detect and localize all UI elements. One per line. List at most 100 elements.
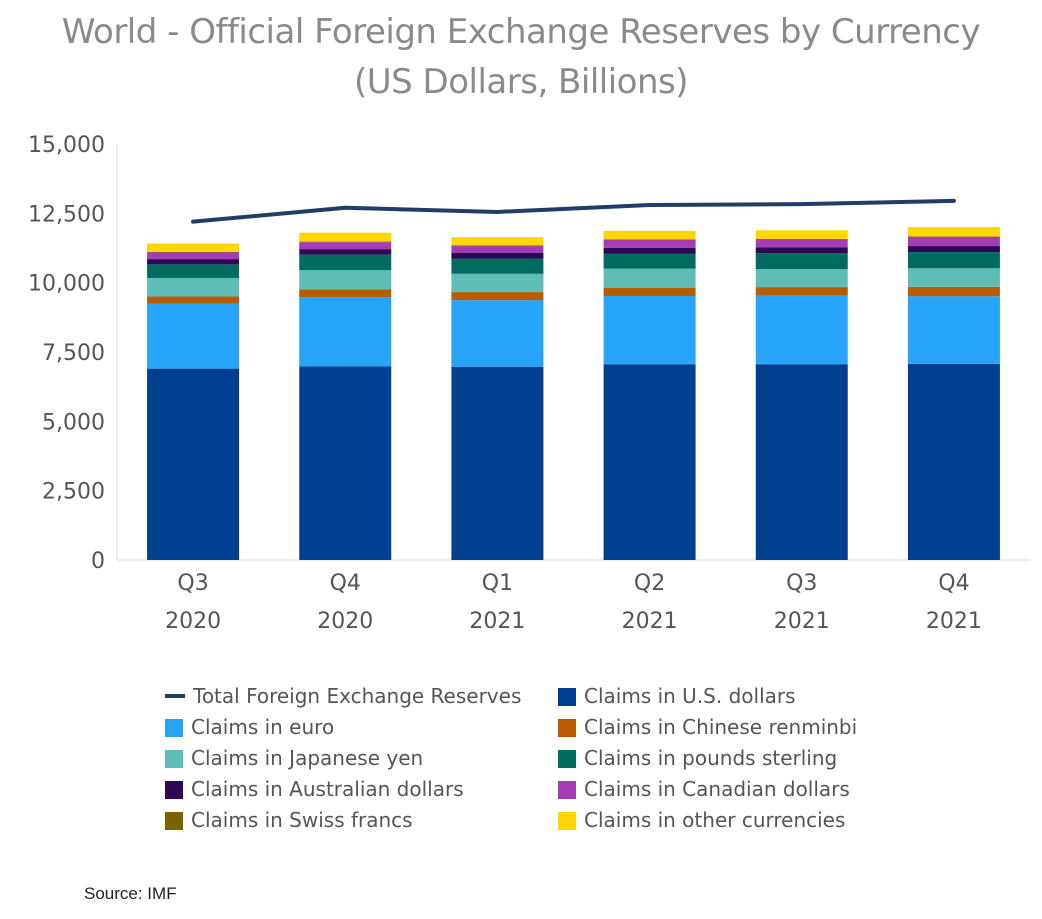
bar-segment-claims-in-pounds-sterling — [907, 252, 1000, 269]
x-tick-label: 2020 — [317, 609, 373, 634]
bar-segment-claims-in-pounds-sterling — [755, 253, 848, 270]
bar-segment-claims-in-euro — [907, 296, 1000, 364]
legend-label: Claims in Japanese yen — [191, 746, 424, 770]
bar-segment-claims-in-euro — [755, 295, 848, 365]
legend-label: Claims in Swiss francs — [191, 808, 413, 832]
bar-segment-claims-in-chinese-renminbi — [451, 292, 544, 301]
legend-swatch — [165, 781, 183, 799]
bar-segment-claims-in-swiss-francs — [451, 245, 544, 247]
legend-swatch — [165, 719, 183, 737]
bar-segment-claims-in-australian-dollars — [147, 259, 240, 265]
bar-segment-claims-in-euro — [299, 297, 392, 367]
bar-segment-claims-in-u-s-dollars — [299, 366, 392, 560]
bar-segment-claims-in-japanese-yen — [147, 277, 240, 297]
x-tick-label: 2021 — [774, 609, 830, 634]
bar-segment-claims-in-u-s-dollars — [147, 368, 240, 560]
y-tick-label: 12,500 — [28, 202, 105, 227]
total-reserves-line — [191, 198, 956, 224]
x-tick-label: 2021 — [926, 609, 982, 634]
legend-label: Claims in Australian dollars — [191, 777, 464, 801]
legend-label: Claims in Canadian dollars — [584, 777, 850, 801]
legend-label: Claims in pounds sterling — [584, 746, 838, 770]
legend-label: Claims in U.S. dollars — [584, 684, 796, 708]
y-tick-label: 2,500 — [42, 480, 105, 505]
bar-segment-claims-in-japanese-yen — [755, 269, 848, 288]
bar-segment-claims-in-chinese-renminbi — [603, 287, 696, 296]
bar-segment-claims-in-pounds-sterling — [451, 258, 544, 274]
bar-segment-claims-in-swiss-francs — [755, 238, 848, 240]
x-tick-label: 2021 — [469, 609, 525, 634]
bar-segment-claims-in-pounds-sterling — [603, 253, 696, 269]
bar-segment-claims-in-canadian-dollars — [603, 239, 696, 248]
x-tick-label: Q3 — [177, 571, 208, 596]
legend-item: Total Foreign Exchange Reserves — [165, 684, 521, 708]
y-tick-label: 15,000 — [28, 133, 105, 158]
legend-line-swatch — [165, 694, 185, 698]
chart-subtitle: (US Dollars, Billions) — [354, 62, 689, 102]
y-tick-label: 0 — [91, 549, 105, 574]
x-tick-label: 2020 — [165, 609, 221, 634]
x-tick-label: 2021 — [622, 609, 678, 634]
bar-segment-claims-in-pounds-sterling — [299, 254, 392, 271]
bar-segment-claims-in-other-currencies — [907, 227, 1000, 237]
legend-item: Claims in euro — [165, 715, 334, 739]
bar-segment-claims-in-other-currencies — [299, 232, 392, 242]
bar-segment-claims-in-chinese-renminbi — [907, 286, 1000, 297]
legend-item: Claims in Chinese renminbi — [558, 715, 857, 739]
bar-segment-claims-in-japanese-yen — [603, 268, 696, 288]
bar-segment-claims-in-euro — [451, 300, 544, 367]
bar-segment-claims-in-japanese-yen — [451, 273, 544, 293]
x-tick-label: Q3 — [786, 571, 817, 596]
legend-swatch — [558, 750, 576, 768]
bar-segment-claims-in-australian-dollars — [451, 252, 544, 259]
bar-segment-claims-in-chinese-renminbi — [147, 296, 240, 304]
bar-segment-claims-in-australian-dollars — [755, 247, 848, 254]
legend-item: Claims in Australian dollars — [165, 777, 464, 801]
bar-segment-claims-in-chinese-renminbi — [299, 289, 392, 298]
legend-swatch — [558, 781, 576, 799]
x-tick-label: Q1 — [482, 571, 513, 596]
bar-segment-claims-in-euro — [147, 303, 240, 369]
bar-segment-claims-in-australian-dollars — [299, 249, 392, 255]
legend-swatch — [165, 812, 183, 830]
bar-segment-claims-in-canadian-dollars — [147, 252, 240, 260]
legend-item: Claims in Japanese yen — [165, 746, 423, 770]
bar-segment-claims-in-swiss-francs — [147, 251, 240, 253]
legend-label: Claims in other currencies — [584, 808, 846, 832]
bar-segment-claims-in-canadian-dollars — [755, 239, 848, 248]
y-tick-label: 7,500 — [42, 341, 105, 366]
bar-segment-claims-in-u-s-dollars — [603, 364, 696, 560]
bar-segment-claims-in-canadian-dollars — [907, 236, 1000, 247]
x-tick-label: Q4 — [330, 571, 361, 596]
bar-segment-claims-in-other-currencies — [603, 230, 696, 240]
legend-label: Total Foreign Exchange Reserves — [193, 684, 522, 708]
source-note: Source: IMF — [84, 884, 177, 903]
legend-item: Claims in pounds sterling — [558, 746, 837, 770]
bar-segment-claims-in-u-s-dollars — [755, 364, 848, 560]
legend-label: Claims in euro — [191, 715, 335, 739]
legend-item: Claims in Canadian dollars — [558, 777, 850, 801]
legend-swatch — [165, 750, 183, 768]
bar-segment-claims-in-u-s-dollars — [907, 363, 1000, 560]
bar-segment-claims-in-japanese-yen — [299, 270, 392, 290]
bar-segment-claims-in-euro — [603, 295, 696, 365]
x-tick-label: Q2 — [634, 571, 665, 596]
bar-segment-claims-in-swiss-francs — [603, 239, 696, 240]
bar-segment-claims-in-u-s-dollars — [451, 366, 544, 560]
y-tick-label: 5,000 — [42, 410, 105, 435]
bar-segment-claims-in-other-currencies — [755, 230, 848, 239]
bar-segment-claims-in-australian-dollars — [603, 247, 696, 254]
x-tick-label: Q4 — [938, 571, 969, 596]
y-tick-label: 10,000 — [28, 272, 105, 297]
bar-segment-claims-in-other-currencies — [147, 243, 240, 252]
bar-segment-claims-in-chinese-renminbi — [755, 287, 848, 296]
bar-segment-claims-in-canadian-dollars — [451, 246, 544, 253]
bar-segment-claims-in-swiss-francs — [299, 241, 392, 243]
bar-segment-claims-in-swiss-francs — [907, 236, 1000, 237]
legend-swatch — [558, 688, 576, 706]
bar-segment-claims-in-canadian-dollars — [299, 242, 392, 250]
bar-segment-claims-in-pounds-sterling — [147, 264, 240, 278]
legend-swatch — [558, 812, 576, 830]
legend-item: Claims in U.S. dollars — [558, 684, 796, 708]
